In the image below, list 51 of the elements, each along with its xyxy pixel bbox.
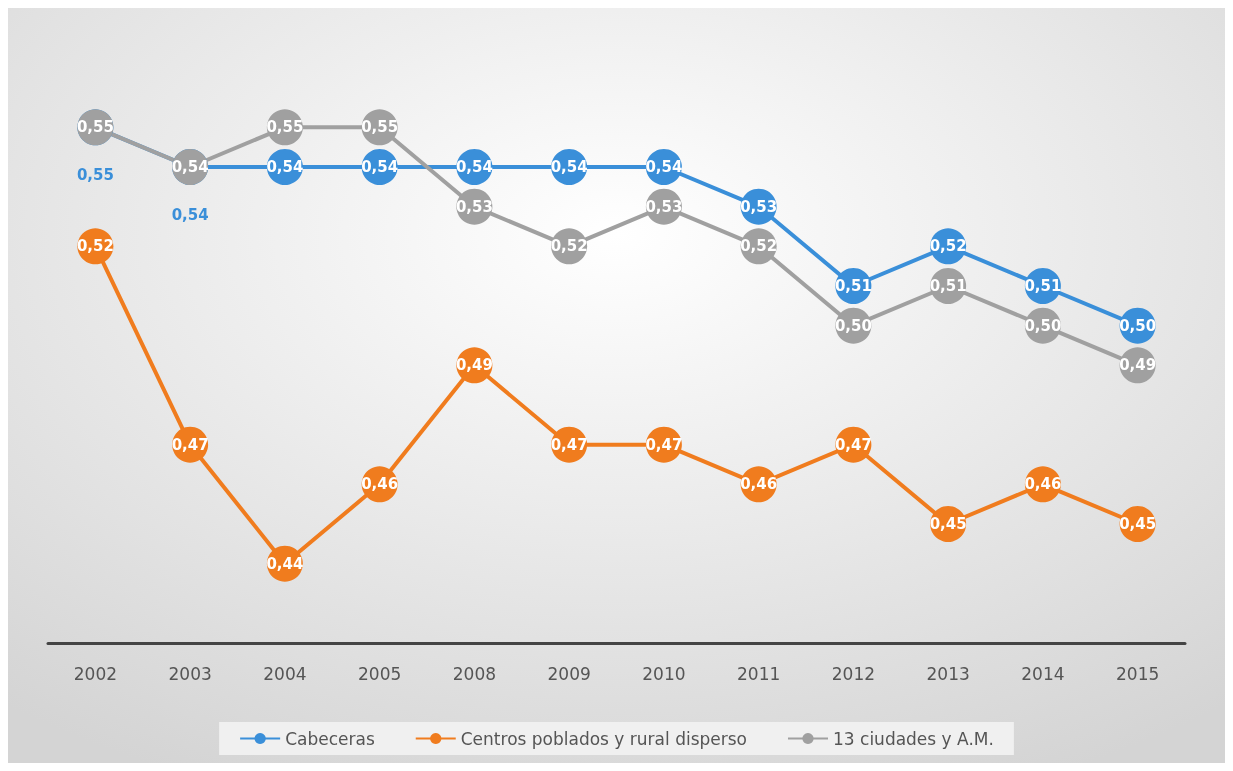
legend-label: 13 ciudades y A.M. [833,728,994,749]
data-label: 0,53 [645,197,683,216]
data-label: 0,46 [1024,475,1062,494]
x-tick-label: 2011 [736,663,781,684]
data-label: 0,55 [76,165,114,184]
data-label: 0,55 [266,118,304,137]
x-tick-label: 2008 [452,663,497,684]
x-tick-label: 2005 [357,663,402,684]
data-label: 0,54 [171,205,209,224]
data-label: 0,54 [550,158,588,176]
x-tick-label: 2009 [547,663,591,684]
data-label: 0,49 [1119,356,1157,375]
data-label: 0,55 [76,118,114,137]
data-label: 0,51 [1024,277,1062,295]
legend-label: Centros poblados y rural disperso [460,728,748,749]
data-label: 0,50 [1024,316,1062,335]
x-tick-label: 2002 [73,663,118,684]
data-label: 0,52 [740,237,778,256]
data-label: 0,51 [834,277,872,295]
data-label: 0,52 [550,237,588,256]
data-label: 0,45 [929,515,967,533]
data-label: 0,50 [1119,316,1157,335]
data-label: 0,46 [361,475,399,494]
x-tick-label: 2015 [1115,663,1160,684]
data-label: 0,45 [1119,515,1157,533]
x-tick-label: 2003 [168,663,212,684]
data-label: 0,51 [929,277,967,295]
data-label: 0,44 [266,554,304,573]
data-label: 0,47 [645,435,683,454]
data-label: 0,47 [550,435,588,454]
data-label: 0,54 [645,158,683,176]
data-label: 0,54 [361,158,399,176]
x-tick-label: 2010 [642,663,686,684]
data-label: 0,49 [455,356,493,375]
data-label: 0,55 [361,118,399,137]
x-tick-label: 2004 [263,663,307,684]
x-tick-label: 2014 [1021,663,1065,684]
data-label: 0,47 [834,435,872,454]
data-label: 0,54 [266,158,304,176]
data-label: 0,53 [740,197,778,216]
data-label: 0,54 [171,158,209,176]
data-label: 0,52 [76,237,114,256]
x-tick-label: 2012 [831,663,876,684]
data-label: 0,53 [455,197,493,216]
data-label: 0,54 [455,158,493,176]
data-label: 0,47 [171,435,209,454]
legend-label: Cabeceras [285,728,375,749]
data-label: 0,50 [834,316,872,335]
data-label: 0,46 [740,475,778,494]
x-tick-label: 2013 [926,663,970,684]
data-label: 0,52 [929,237,967,256]
